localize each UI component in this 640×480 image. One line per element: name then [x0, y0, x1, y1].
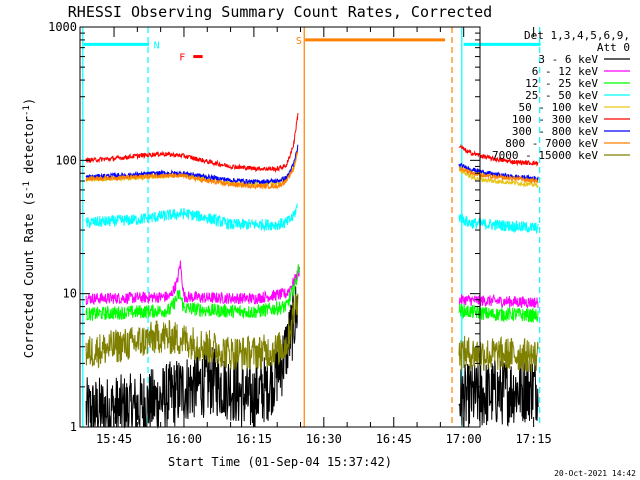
x-tick-label-3: 16:30 — [306, 432, 342, 446]
legend-header-line1: Det 1,3,4,5,6,9, — [524, 29, 630, 42]
series-line-3-b — [458, 212, 539, 234]
legend-entry-1: 6 - 12 keV — [532, 65, 599, 78]
legend-entry-8: 7000 - 15000 keV — [492, 149, 598, 162]
series-line-7-a — [85, 151, 299, 190]
legend-entry-2: 12 - 25 keV — [525, 77, 598, 90]
flag-label-2: F — [179, 53, 185, 64]
legend-entry-3: 25 - 50 keV — [525, 89, 598, 102]
plot-frame — [79, 26, 481, 428]
x-tick-label-0: 15:45 — [96, 432, 132, 446]
y-label-mid: detector — [22, 116, 36, 181]
x-tick-label-6: 17:15 — [516, 432, 552, 446]
x-tick-label-1: 16:00 — [166, 432, 202, 446]
series-line-2-a — [85, 264, 300, 321]
legend-entry-7: 800 - 7000 keV — [505, 137, 598, 150]
series-line-5-a — [85, 112, 299, 174]
timestamp: 20-Oct-2021 14:42 — [554, 469, 636, 478]
y-tick-label-3: 1000 — [48, 20, 77, 34]
y-tick-label-1: 10 — [63, 287, 77, 301]
y-axis-label: Corrected Count Rate (s-1 detector-1) — [22, 98, 36, 358]
legend-entry-0: 3 - 6 keV — [538, 53, 598, 66]
series-line-4-a — [85, 148, 299, 188]
series-line-8-a — [85, 293, 299, 370]
legend-entry-4: 50 - 100 keV — [519, 101, 599, 114]
series-line-8-b — [458, 335, 539, 373]
legend-entry-5: 100 - 300 keV — [512, 113, 598, 126]
series-line-7-b — [458, 166, 539, 185]
y-tick-label-0: 1 — [70, 420, 77, 434]
plot-area: N F S 15:45 16:00 16:15 16:30 16:45 17:00 17:15 1 1… — [48, 20, 552, 446]
legend-entry-6: 300 - 800 keV — [512, 125, 598, 138]
y-tick-label-2: 100 — [55, 153, 77, 167]
series-line-2-b — [458, 304, 539, 324]
x-tick-label-5: 17:00 — [446, 432, 482, 446]
series-line-0-a — [85, 286, 299, 429]
series-line-4-b — [458, 168, 539, 188]
x-tick-label-2: 16:15 — [236, 432, 272, 446]
series-line-3-a — [85, 203, 298, 232]
y-label-sup2: -1 — [22, 105, 32, 116]
y-label-end: ) — [22, 98, 36, 105]
series-line-5-b — [458, 143, 539, 167]
x-axis-label: Start Time (01-Sep-04 15:37:42) — [168, 455, 392, 469]
flag-label-3: S — [296, 36, 302, 47]
flag-label-0: N — [154, 40, 160, 51]
y-label-sup1: -1 — [22, 181, 32, 192]
series-line-1-a — [85, 260, 300, 306]
series-line-0-b — [458, 358, 539, 428]
y-label-main: Corrected Count Rate (s — [22, 192, 36, 358]
chart-title: RHESSI Observing Summary Count Rates, Co… — [68, 3, 492, 21]
x-tick-label-4: 16:45 — [376, 432, 412, 446]
series-line-1-b — [458, 293, 539, 310]
legend-header-line2: Att 0 — [597, 41, 630, 54]
